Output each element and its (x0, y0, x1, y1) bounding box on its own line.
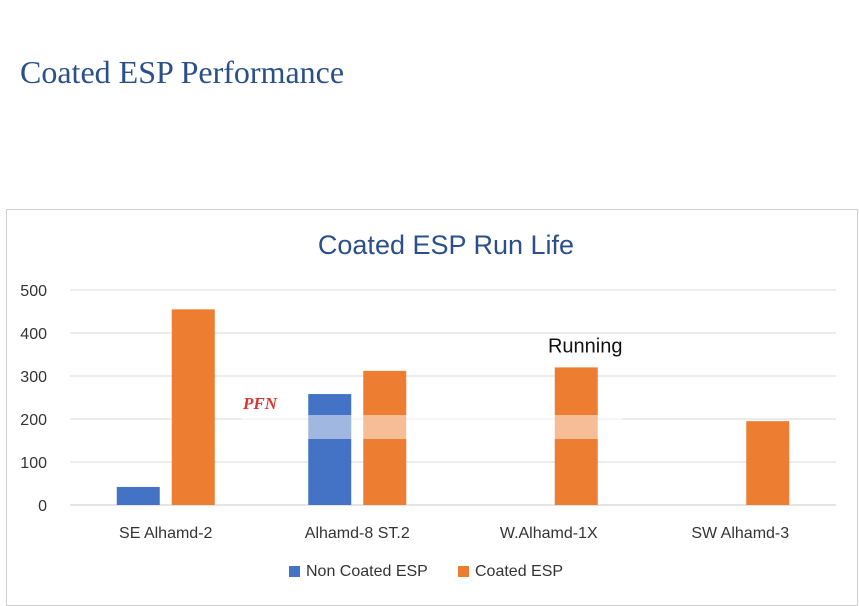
bars (116, 309, 790, 505)
annotations: Running (548, 335, 623, 357)
x-category-label: W.Alhamd-1X (500, 525, 598, 542)
legend-label: Non Coated ESP (306, 563, 428, 580)
legend-label: Coated ESP (475, 563, 563, 580)
bar-non-coated-esp (116, 486, 160, 505)
bar-coated-esp (554, 367, 598, 505)
legend-swatch (458, 566, 469, 577)
x-category-label: SW Alhamd-3 (691, 525, 789, 542)
annotation-label: Running (548, 335, 623, 357)
watermark-logo-text: PFN (242, 394, 278, 413)
x-axis-categories: SE Alhamd-2 Alhamd-8 ST.2 W.Alhamd-1X SW Al… (119, 525, 789, 542)
legend: Non Coated ESP Coated ESP (289, 563, 563, 580)
slide-title: Coated ESP Performance (20, 54, 345, 90)
y-tick-label: 200 (20, 412, 47, 429)
y-axis-ticks: 0 100 200 300 400 500 (20, 283, 47, 515)
y-tick-label: 0 (38, 498, 47, 515)
chart-frame (6, 209, 858, 606)
bar-non-coated-esp (308, 394, 352, 505)
y-tick-label: 400 (20, 326, 47, 343)
bar-coated-esp (363, 370, 407, 505)
y-tick-label: 500 (20, 283, 47, 300)
y-tick-label: 100 (20, 455, 47, 472)
y-tick-label: 300 (20, 369, 47, 386)
bar-coated-esp (746, 421, 790, 505)
watermark-band (242, 415, 622, 439)
chart-title: Coated ESP Run Life (318, 230, 574, 260)
legend-swatch (289, 566, 300, 577)
x-category-label: SE Alhamd-2 (119, 525, 212, 542)
watermark: PFN (242, 394, 622, 439)
x-category-label: Alhamd-8 ST.2 (305, 525, 410, 542)
bar-coated-esp (171, 309, 215, 505)
